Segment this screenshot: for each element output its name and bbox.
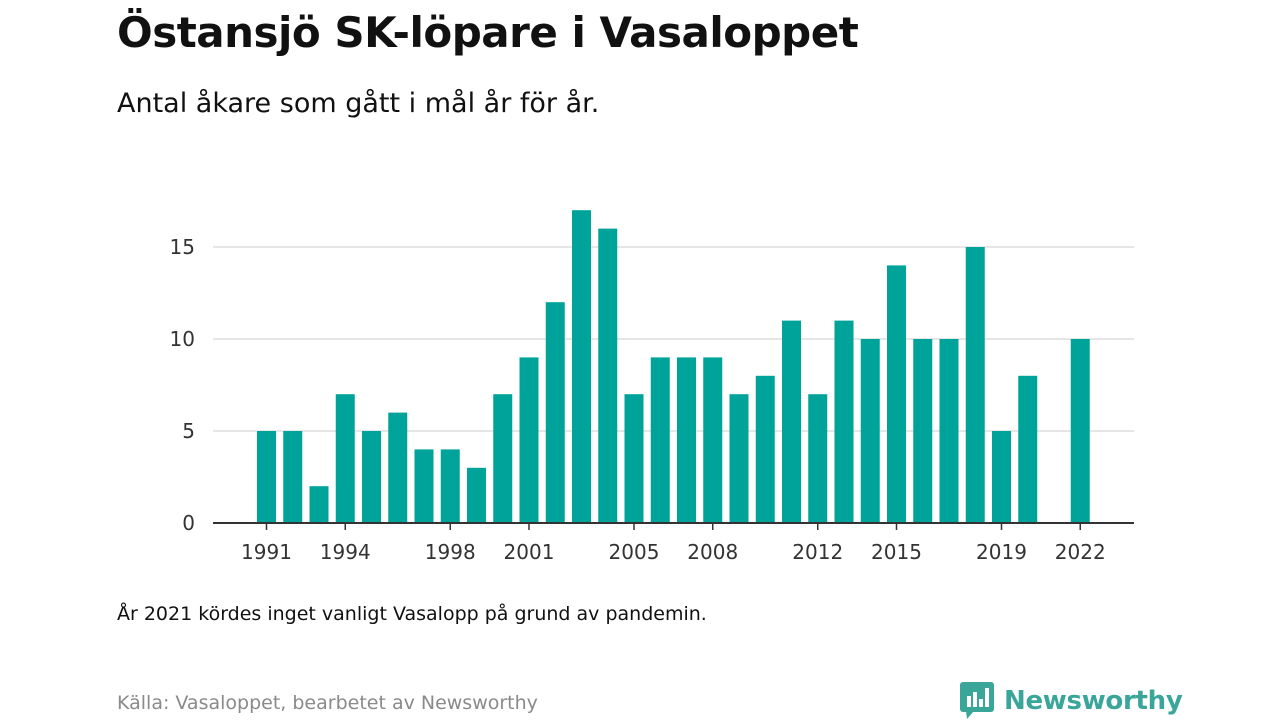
bar-2002 [545, 302, 565, 523]
x-tick-label: 2022 [1055, 540, 1106, 564]
bar-1999 [467, 467, 486, 523]
bar-2019 [992, 431, 1011, 523]
bar-1995 [362, 431, 381, 523]
bar-2006 [650, 357, 670, 523]
bar-2012 [808, 394, 828, 523]
bar-2014 [860, 339, 880, 523]
y-tick-label: 10 [170, 327, 195, 351]
bar-1998 [440, 449, 460, 523]
newsworthy-wordmark: Newsworthy [1004, 686, 1183, 716]
x-tick-label: 2008 [687, 540, 738, 564]
bar-2017 [939, 339, 959, 523]
bar-1997 [414, 449, 434, 523]
bar-2010 [755, 375, 775, 523]
x-tick-label: 2012 [792, 540, 843, 564]
bar-chart: 0 5 10 15 1991 1994 1998 2001 2005 2008 2012 2015 2… [170, 210, 1134, 564]
bar-1993 [309, 486, 329, 523]
bar-2008 [703, 357, 723, 523]
bar-1994 [335, 394, 355, 523]
bar-2011 [782, 320, 801, 523]
x-tick-label: 2001 [504, 540, 555, 564]
bar-2015 [887, 265, 906, 523]
newsworthy-chart-bubble-icon [960, 682, 994, 719]
bar-2013 [834, 320, 854, 523]
bar-2022 [1070, 339, 1090, 523]
y-tick-label: 5 [182, 419, 195, 443]
bar-2003 [572, 210, 591, 523]
bar-2001 [519, 357, 539, 523]
chart-footnote: År 2021 kördes inget vanligt Vasalopp på… [117, 603, 707, 625]
x-tick-label: 2019 [976, 540, 1027, 564]
y-tick-label: 0 [182, 511, 195, 535]
x-tick-label: 1998 [425, 540, 476, 564]
bars [257, 210, 1090, 523]
bar-1992 [283, 431, 303, 523]
x-tick-label: 2005 [609, 540, 660, 564]
bar-2000 [493, 394, 513, 523]
bar-1996 [388, 412, 408, 523]
bar-2004 [598, 228, 618, 523]
y-tick-label: 15 [170, 235, 195, 259]
bar-2016 [913, 339, 933, 523]
chart-subtitle: Antal åkare som gått i mål år för år. [117, 88, 600, 119]
x-axis-ticks: 1991 1994 1998 2001 2005 2008 2012 2015 2019 2022 [241, 523, 1106, 564]
y-axis-ticks: 0 5 10 15 [170, 235, 195, 535]
bar-2007 [677, 357, 696, 523]
bar-2005 [624, 394, 644, 523]
newsworthy-logo[interactable]: Newsworthy [960, 682, 1183, 720]
bar-2018 [965, 247, 985, 523]
chart-title: Östansjö SK-löpare i Vasaloppet [117, 8, 859, 57]
x-tick-label: 2015 [871, 540, 922, 564]
x-tick-label: 1991 [241, 540, 292, 564]
bar-1991 [257, 431, 276, 523]
x-tick-label: 1994 [320, 540, 371, 564]
bar-2020 [1018, 375, 1038, 523]
source-credit: Källa: Vasaloppet, bearbetet av Newswort… [117, 692, 538, 714]
bar-2009 [729, 394, 749, 523]
